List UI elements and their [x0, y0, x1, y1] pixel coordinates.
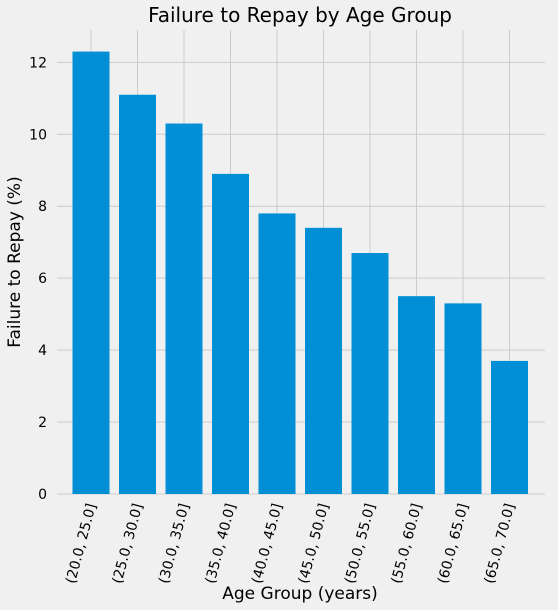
bar: [165, 123, 203, 494]
x-tick-label: (65.0, 70.0]: [482, 502, 519, 586]
x-tick-label: (50.0, 55.0]: [342, 502, 379, 586]
bar: [212, 173, 249, 494]
x-tick-label: (60.0, 65.0]: [435, 502, 472, 586]
x-tick-label: (30.0, 35.0]: [156, 502, 193, 586]
x-tick-label: (35.0, 40.0]: [203, 502, 240, 586]
y-axis-title: Failure to Repay (%): [5, 176, 25, 347]
x-axis-title: Age Group (years): [222, 584, 378, 604]
x-tick-label: (20.0, 25.0]: [63, 502, 100, 586]
bar: [351, 253, 389, 494]
y-tick-label: 8: [38, 199, 47, 215]
y-tick-label: 4: [38, 343, 47, 359]
y-tick-label: 6: [38, 271, 47, 287]
x-tick-label: (55.0, 60.0]: [389, 502, 426, 586]
bars: [72, 51, 528, 495]
x-tick-label: (40.0, 45.0]: [249, 502, 286, 586]
y-tick-label: 10: [29, 127, 47, 143]
x-tick-labels: (20.0, 25.0] (25.0, 30.0] (30.0, 35.0] (35.…: [63, 502, 518, 586]
bar: [72, 51, 110, 495]
x-tick-label: (45.0, 50.0]: [296, 502, 333, 586]
y-tick-label: 0: [38, 487, 47, 503]
bar: [491, 360, 528, 494]
bar: [305, 227, 342, 494]
y-tick-label: 2: [38, 415, 47, 431]
bar: [258, 213, 296, 494]
bar: [119, 94, 156, 494]
y-tick-labels: 0 2 4 6 8 10 12: [29, 55, 47, 503]
chart-title: Failure to Repay by Age Group: [148, 3, 452, 27]
bar: [444, 303, 482, 494]
x-tick-label: (25.0, 30.0]: [110, 502, 147, 586]
y-tick-label: 12: [29, 55, 47, 71]
bar: [398, 296, 435, 494]
